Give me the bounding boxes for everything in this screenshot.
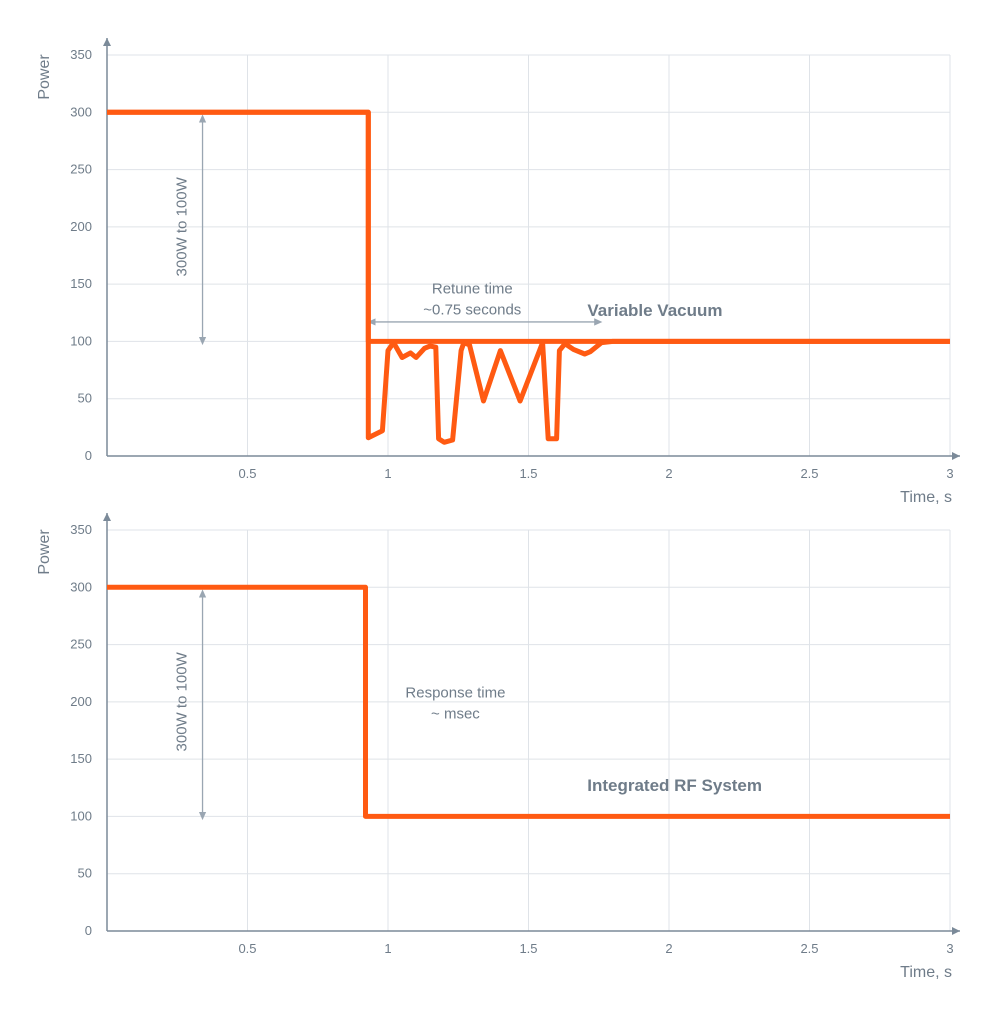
x-axis-arrow [952,452,960,460]
y-tick-label-200: 200 [70,219,92,234]
range-label-vertical: 300W to 100W [174,651,191,751]
integrated-rf-system-chart: 0 50 100 150 200 250 300 350 0.5 1 1.5 2 2.5 3 Power Ti… [36,513,960,981]
series-label-variable-vacuum: Variable Vacuum [587,301,722,320]
x-tick-label-1: 1 [384,466,391,481]
y-tick-label-100: 100 [70,333,92,348]
y-axis-arrow [103,513,111,521]
y-tick-label-350: 350 [70,522,92,537]
y-tick-label-100: 100 [70,808,92,823]
variable-vacuum-chart: 0 50 100 150 200 250 300 350 0.5 1 1.5 2 2.5 3 Power Ti… [36,38,960,506]
y-axis-title: Power [36,529,53,575]
x-tick-label-2: 2 [665,941,672,956]
y-tick-label-350: 350 [70,47,92,62]
y-axis-title: Power [36,54,53,100]
x-tick-label-0-5: 0.5 [238,941,256,956]
y-axis-arrow [103,38,111,46]
y-tick-label-300: 300 [70,579,92,594]
x-axis-title: Time, s [900,489,952,506]
x-tick-label-2: 2 [665,466,672,481]
x-tick-label-1: 1 [384,941,391,956]
series-label-integrated-rf-system: Integrated RF System [587,776,762,795]
x-tick-label-3: 3 [946,466,953,481]
y-tick-label-200: 200 [70,694,92,709]
y-tick-label-250: 250 [70,637,92,652]
x-tick-label-2-5: 2.5 [800,941,818,956]
y-tick-label-250: 250 [70,162,92,177]
x-tick-label-3: 3 [946,941,953,956]
x-axis-title: Time, s [900,964,952,981]
note-line-msec: ~ msec [431,705,480,722]
note-line-response-time: Response time [405,684,505,701]
y-tick-label-50: 50 [78,866,92,881]
y-tick-label-0: 0 [85,923,92,938]
y-tick-label-150: 150 [70,276,92,291]
note-line-retune-time: Retune time [432,280,513,297]
x-tick-label-1-5: 1.5 [519,466,537,481]
y-tick-label-50: 50 [78,391,92,406]
series-line-integrated-rf-system [107,584,950,819]
series-line-response-1 [107,109,950,344]
range-label-vertical: 300W to 100W [174,176,191,276]
y-tick-label-0: 0 [85,448,92,463]
x-tick-label-1-5: 1.5 [519,941,537,956]
y-tick-label-150: 150 [70,751,92,766]
x-axis-arrow [952,927,960,935]
x-tick-label-0-5: 0.5 [238,466,256,481]
x-tick-label-2-5: 2.5 [800,466,818,481]
series-line-variable-vacuum [107,109,950,445]
note-line-0-75-seconds: ~0.75 seconds [423,301,521,318]
y-tick-label-300: 300 [70,104,92,119]
